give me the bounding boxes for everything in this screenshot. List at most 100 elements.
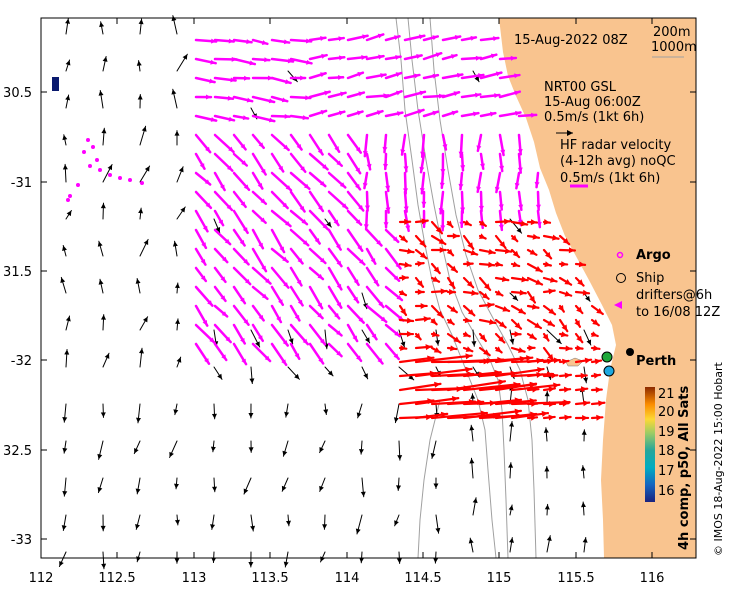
- hf-arrow-head: [378, 301, 384, 308]
- hf-strong-arrow-head: [504, 218, 511, 225]
- hf-strong-arrow-head: [453, 336, 461, 343]
- model-arrow-head: [211, 557, 217, 563]
- hf-arrow-head: [301, 219, 307, 225]
- hf-arrow-head: [243, 184, 250, 190]
- model-arrow-head: [101, 128, 107, 134]
- model-arrow-head: [212, 486, 218, 492]
- hf-arrow-head: [459, 221, 465, 227]
- hf-strong-arrow-head: [512, 261, 520, 268]
- hf-strong-arrow-head: [580, 386, 588, 393]
- hf-arrow-head: [480, 163, 485, 169]
- hf-strong-arrow-head: [562, 400, 569, 407]
- hf-arrow-head: [395, 90, 402, 96]
- station-marker-green[interactable]: [601, 351, 613, 363]
- model-arrow-head: [469, 458, 475, 464]
- hf-strong-arrow-head: [564, 290, 572, 297]
- hf-strong-arrow-head: [448, 281, 455, 288]
- hf-arrow-head: [534, 181, 540, 188]
- model-arrow-head: [97, 487, 103, 493]
- hf-arrow-head: [403, 188, 409, 194]
- hf-arrow-head: [257, 182, 263, 189]
- hf-arrow-head: [403, 166, 409, 172]
- hf-strong-arrow-head: [417, 260, 424, 267]
- hf-arrow-head: [373, 279, 379, 286]
- model-arrow-head: [327, 370, 334, 376]
- model-arrow-head: [174, 130, 180, 136]
- hf-arrow-head: [396, 111, 403, 117]
- hf-arrow-head: [514, 73, 520, 79]
- hf-arrow-head: [370, 258, 376, 264]
- model-arrow-head: [393, 417, 399, 423]
- hf-strong-arrow-head: [553, 357, 560, 364]
- hf-arrow-head: [294, 314, 300, 321]
- contour-1000m-label: 1000m: [651, 40, 697, 55]
- hf-strong-arrow-head: [576, 335, 583, 343]
- hf-strong-arrow: [478, 398, 523, 406]
- hf-strong-arrow-head: [479, 334, 486, 341]
- hf-arrow-head: [338, 36, 344, 42]
- hf-strong-arrow-head: [551, 372, 558, 379]
- hf-strong-arrow-head: [498, 379, 505, 386]
- hf-strong-arrow-head: [548, 288, 555, 295]
- model-arrow-head: [102, 56, 108, 62]
- hf-arrow-head: [321, 53, 327, 59]
- hf-arrow-head: [536, 221, 542, 228]
- model-arrow-head: [356, 412, 362, 418]
- hf-strong-arrow-head: [466, 280, 474, 288]
- hf-arrow-head: [317, 148, 323, 155]
- hf-arrow-head: [228, 38, 234, 44]
- hf-strong-arrow-head: [407, 248, 414, 255]
- hf-arrow-head: [317, 273, 323, 280]
- argo-track: [66, 138, 144, 202]
- hf-strong-arrow-head: [499, 241, 506, 248]
- model-arrow-head: [210, 524, 216, 530]
- hf-arrow-head: [378, 54, 384, 60]
- model-arrow-head: [134, 448, 139, 454]
- radar-sub: (4-12h avg) noQC: [560, 154, 676, 169]
- model-arrow-head: [137, 94, 143, 100]
- model-arrow-head: [400, 341, 406, 348]
- x-tick-114: 114: [335, 571, 360, 586]
- station-marker-cyan[interactable]: [603, 365, 615, 377]
- hf-arrow-head: [473, 111, 479, 117]
- x-tick-113: 113: [182, 571, 207, 586]
- ship-legend-icon: [616, 273, 626, 283]
- hf-strong-arrow-head: [439, 247, 446, 254]
- model-arrow-head: [64, 349, 70, 355]
- model-arrow-head: [99, 21, 105, 28]
- model-arrow-head: [249, 378, 255, 384]
- perth-marker[interactable]: [626, 348, 634, 356]
- hf-arrow-head: [218, 219, 224, 226]
- hf-strong-arrow-head: [450, 306, 457, 313]
- model-arrow-head: [248, 447, 254, 453]
- colorbar-tick-20: 20: [658, 405, 675, 420]
- hf-strong-arrow-head: [552, 234, 559, 241]
- hf-arrow-head: [419, 188, 425, 194]
- hf-arrow-head: [205, 146, 211, 153]
- hf-strong-arrow-head: [479, 220, 486, 226]
- hf-strong-arrow-head: [519, 289, 526, 296]
- hf-strong-arrow-head: [449, 289, 456, 296]
- hf-arrow-head: [320, 72, 326, 78]
- hf-arrow-head: [355, 183, 361, 190]
- model-arrow-head: [62, 134, 68, 141]
- hf-strong-arrow: [414, 354, 473, 364]
- hf-strong-arrow: [494, 367, 545, 378]
- hf-arrow-head: [260, 168, 266, 175]
- model-arrow-head: [101, 563, 107, 569]
- ship-legend-label: Ship: [636, 271, 664, 286]
- hf-arrow-head: [440, 169, 446, 175]
- hf-arrow-head: [314, 237, 320, 244]
- hf-arrow-head: [476, 186, 482, 192]
- hf-arrow-head: [244, 278, 251, 285]
- contour-200m-label: 200m: [653, 25, 690, 40]
- model-time: 15-Aug 06:00Z: [544, 95, 641, 110]
- hf-arrow-head: [517, 167, 523, 173]
- hf-arrow-head: [364, 205, 370, 211]
- model-arrow-head: [322, 524, 328, 530]
- model-arrow-head: [583, 377, 589, 383]
- hf-strong-arrow-head: [416, 280, 424, 287]
- hf-arrow-head: [535, 204, 541, 210]
- hf-strong-arrow-head: [564, 414, 571, 421]
- hf-arrow-head: [302, 240, 309, 246]
